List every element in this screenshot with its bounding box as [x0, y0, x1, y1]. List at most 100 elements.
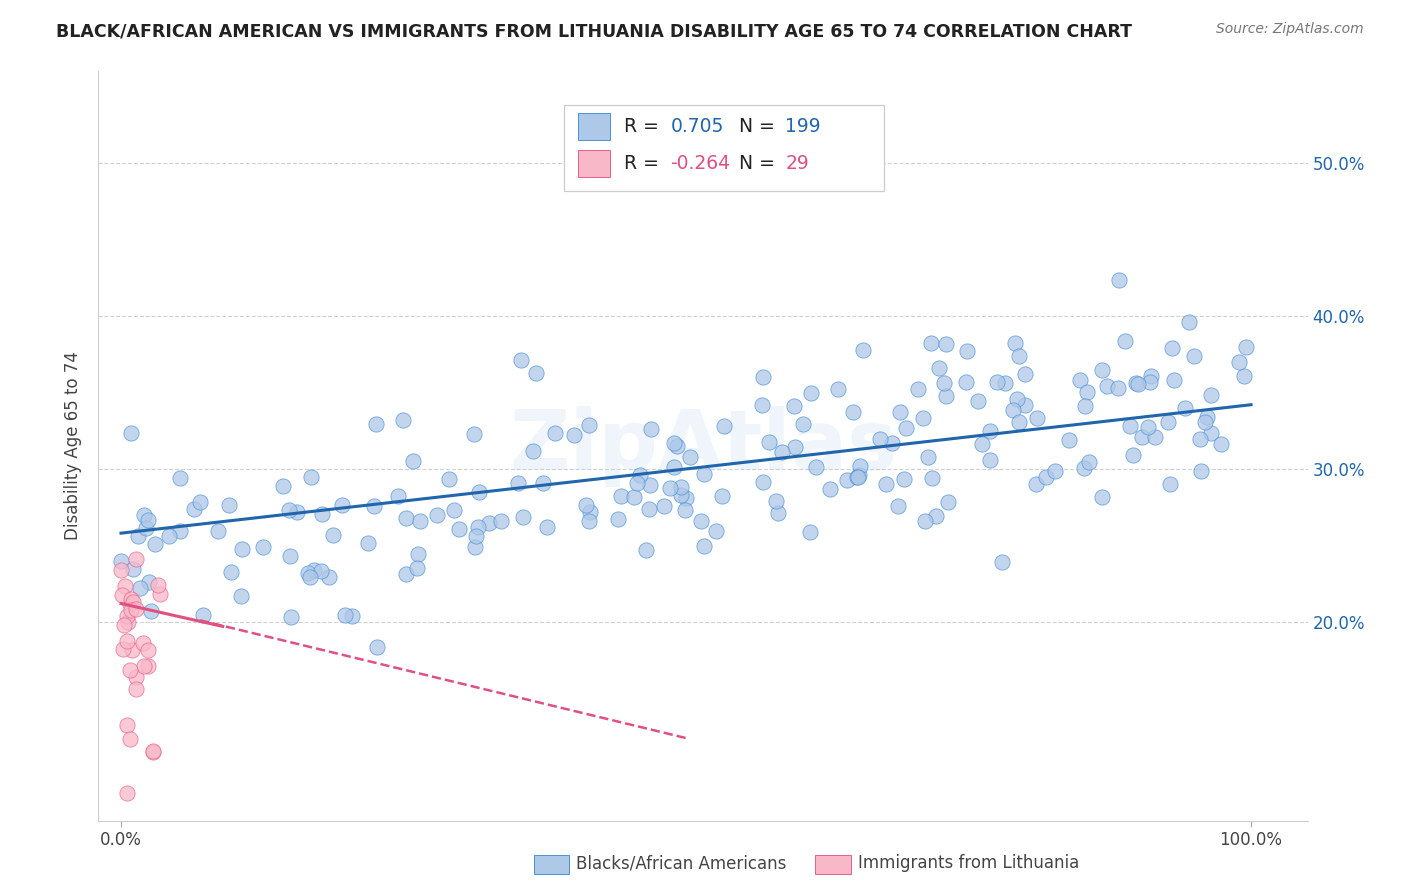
Point [1091, 362, 1114, 376]
Point [299, 470, 322, 484]
Point [1199, 425, 1222, 440]
Point [169, 524, 191, 538]
Point [522, 444, 544, 458]
Point [765, 493, 787, 508]
Text: R =: R = [624, 154, 665, 173]
Point [1139, 368, 1161, 383]
Point [120, 592, 142, 607]
Point [1209, 436, 1232, 450]
Point [125, 682, 148, 697]
Point [136, 513, 159, 527]
Point [806, 459, 828, 474]
Point [489, 514, 512, 528]
Point [364, 417, 387, 431]
Point [800, 385, 823, 400]
Point [664, 436, 686, 450]
Point [1174, 401, 1197, 415]
Point [1014, 398, 1036, 412]
Point [799, 524, 821, 539]
Point [575, 498, 598, 512]
Point [120, 425, 142, 440]
Point [967, 393, 990, 408]
Point [402, 454, 425, 468]
Point [124, 552, 146, 566]
FancyBboxPatch shape [578, 150, 610, 177]
Point [231, 589, 253, 603]
Point [512, 509, 534, 524]
Text: N =: N = [740, 117, 782, 136]
Point [1199, 388, 1222, 402]
Point [121, 643, 143, 657]
Point [1178, 315, 1201, 329]
Point [1163, 373, 1185, 387]
Point [115, 786, 138, 800]
Point [183, 501, 205, 516]
Point [841, 404, 863, 418]
Point [271, 479, 294, 493]
Point [191, 607, 214, 622]
Point [508, 475, 530, 490]
Point [770, 445, 793, 459]
Text: N =: N = [740, 154, 782, 173]
Point [125, 602, 148, 616]
Point [907, 382, 929, 396]
Point [1025, 477, 1047, 491]
Point [1139, 375, 1161, 389]
Point [783, 399, 806, 413]
Point [311, 564, 333, 578]
Point [463, 426, 485, 441]
Point [1074, 399, 1097, 413]
Text: R =: R = [624, 117, 665, 136]
Point [121, 602, 143, 616]
Text: Immigrants from Lithuania: Immigrants from Lithuania [858, 855, 1078, 872]
Point [579, 505, 602, 519]
Point [443, 503, 465, 517]
Point [1144, 430, 1167, 444]
Point [979, 425, 1001, 439]
Point [932, 376, 955, 390]
Point [835, 473, 858, 487]
Point [955, 375, 977, 389]
Point [149, 586, 172, 600]
Point [935, 389, 957, 403]
Point [869, 433, 891, 447]
Point [956, 343, 979, 358]
Point [665, 439, 688, 453]
Point [426, 508, 449, 523]
Point [311, 508, 333, 522]
Point [920, 336, 942, 351]
Point [111, 642, 134, 657]
Point [478, 516, 501, 531]
Point [280, 610, 302, 624]
Text: BLACK/AFRICAN AMERICAN VS IMMIGRANTS FROM LITHUANIA DISABILITY AGE 65 TO 74 CORR: BLACK/AFRICAN AMERICAN VS IMMIGRANTS FRO… [56, 22, 1132, 40]
Point [136, 659, 159, 673]
Text: -0.264: -0.264 [671, 154, 731, 173]
Point [157, 529, 180, 543]
Point [1008, 349, 1031, 363]
Point [134, 508, 156, 522]
Point [638, 477, 661, 491]
Point [1108, 273, 1130, 287]
Point [993, 376, 1015, 390]
Point [935, 336, 957, 351]
Point [447, 522, 470, 536]
Point [132, 658, 155, 673]
Point [852, 343, 875, 358]
Point [1128, 377, 1150, 392]
Point [1121, 448, 1143, 462]
Point [664, 459, 686, 474]
Point [1114, 334, 1136, 348]
Point [218, 498, 240, 512]
Point [299, 570, 322, 584]
Point [142, 745, 165, 759]
Point [132, 636, 155, 650]
Point [335, 607, 357, 622]
Point [136, 643, 159, 657]
Point [848, 459, 870, 474]
Point [636, 543, 658, 558]
Point [278, 502, 301, 516]
Point [693, 539, 716, 553]
Point [704, 524, 727, 539]
Point [713, 418, 735, 433]
Point [536, 520, 558, 534]
